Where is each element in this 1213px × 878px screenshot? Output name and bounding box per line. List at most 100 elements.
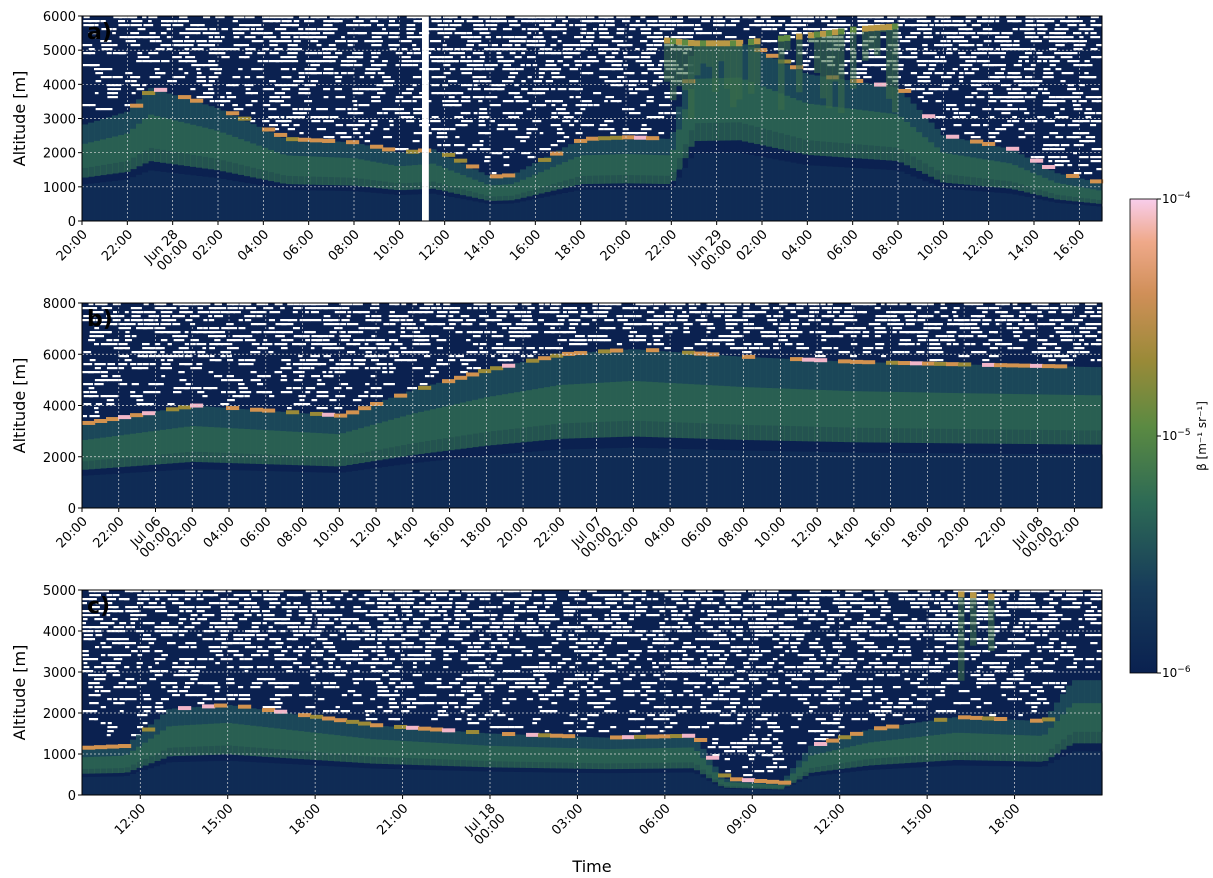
- y-tick-label: 5000: [43, 584, 76, 599]
- y-tick-label: 0: [68, 789, 76, 804]
- x-tick-label: 10:00: [311, 514, 348, 551]
- x-tick-label: 20:00: [54, 227, 91, 264]
- colorbar-tick-label: 10−6: [1162, 665, 1191, 680]
- x-tick-label: 18:00: [552, 227, 589, 264]
- x-tick-label: 04:00: [779, 227, 816, 264]
- x-tick-label: 16:00: [507, 227, 544, 264]
- x-tick-label: 18:00: [986, 801, 1023, 838]
- y-tick-label: 4000: [43, 625, 76, 640]
- x-tick-label: Jun 2800:00: [141, 227, 191, 277]
- y-tick-label: 0: [68, 502, 76, 517]
- x-tick-label: 22:00: [973, 514, 1010, 551]
- y-tick-label: 3000: [43, 666, 76, 681]
- x-tick-label: 20:00: [598, 227, 635, 264]
- x-tick-label: 14:00: [1006, 227, 1043, 264]
- colorbar: β [m⁻¹ sr⁻¹] 10−6 10−5 10−4: [1129, 191, 1209, 680]
- y-axis-label: Altitude [m]: [10, 358, 29, 454]
- x-tick-label: 09:00: [724, 801, 761, 838]
- x-tick-label: 20:00: [936, 514, 973, 551]
- colorbar-label: β [m⁻¹ sr⁻¹]: [1195, 401, 1209, 471]
- noise-field: [82, 590, 1107, 777]
- x-tick-label: 22:00: [532, 514, 569, 551]
- cloud-top-returns: [82, 591, 1056, 785]
- cloud-top-returns: [130, 23, 1104, 184]
- x-tick-label: 02:00: [190, 227, 227, 264]
- x-tick-label: 22:00: [99, 227, 136, 264]
- x-tick-label: 08:00: [715, 514, 752, 551]
- x-tick-label: 18:00: [458, 514, 495, 551]
- panel-label: a): [87, 20, 112, 45]
- panel-label: c): [87, 594, 110, 619]
- x-tick-label: 20:00: [54, 514, 91, 551]
- noise-field: [82, 303, 1108, 418]
- plot-frame: [81, 589, 1103, 796]
- y-tick-label: 5000: [43, 44, 76, 59]
- y-tick-label: 0: [68, 215, 76, 230]
- x-tick-label: 04:00: [235, 227, 272, 264]
- y-tick-label: 1000: [43, 181, 76, 196]
- y-tick-label: 2000: [43, 147, 76, 162]
- aerosol-layer: [82, 680, 1103, 795]
- x-tick-label: 02:00: [734, 227, 771, 264]
- data-gap: [422, 16, 429, 221]
- x-tick-label: 12:00: [960, 227, 997, 264]
- y-tick-label: 6000: [43, 348, 76, 363]
- x-tick-label: 18:00: [287, 801, 324, 838]
- plot-frame: [81, 15, 1103, 222]
- x-tick-label: 22:00: [643, 227, 680, 264]
- x-tick-label: 16:00: [1051, 227, 1088, 264]
- x-tick-label: 18:00: [899, 514, 936, 551]
- colorbar-tick-label: 10−4: [1162, 191, 1191, 206]
- x-axis-label: Time: [571, 857, 611, 876]
- x-tick-label: 06:00: [824, 227, 861, 264]
- y-tick-label: 3000: [43, 113, 76, 128]
- x-tick-label: 14:00: [826, 514, 863, 551]
- y-axis-label: Altitude [m]: [10, 645, 29, 741]
- y-tick-label: 4000: [43, 78, 76, 93]
- x-tick-label: 20:00: [495, 514, 532, 551]
- x-tick-label: 08:00: [274, 514, 311, 551]
- x-tick-label: 08:00: [326, 227, 363, 264]
- x-tick-label: 12:00: [416, 227, 453, 264]
- x-tick-label: 10:00: [371, 227, 408, 264]
- x-tick-label: 10:00: [915, 227, 952, 264]
- x-tick-label: 12:00: [811, 801, 848, 838]
- x-tick-label: 16:00: [421, 514, 458, 551]
- x-tick-label: 06:00: [238, 514, 275, 551]
- x-tick-label: 04:00: [201, 514, 238, 551]
- x-tick-label: 10:00: [752, 514, 789, 551]
- panel-label: b): [87, 307, 113, 332]
- cloud-top-returns: [82, 348, 1068, 425]
- x-tick-label: 15:00: [199, 801, 236, 838]
- y-tick-label: 2000: [43, 707, 76, 722]
- x-tick-label: 14:00: [385, 514, 422, 551]
- x-tick-label: 14:00: [462, 227, 499, 264]
- x-tick-label: 08:00: [870, 227, 907, 264]
- x-tick-label: Jul 1800:00: [462, 801, 509, 848]
- x-tick-label: 06:00: [637, 801, 674, 838]
- x-tick-label: 04:00: [642, 514, 679, 551]
- x-tick-label: 03:00: [549, 801, 586, 838]
- y-axis-label: Altitude [m]: [10, 71, 29, 167]
- panel-c: 12:00 15:00 18:00 21:00 Jul 1800:00 03:00 06:0…: [10, 584, 1107, 848]
- colorbar-tick-label: 10−5: [1162, 428, 1191, 443]
- y-tick-label: 4000: [43, 400, 76, 415]
- aerosol-layer: [82, 41, 1103, 221]
- colorbar-gradient: [1129, 198, 1158, 674]
- x-tick-label: 12:00: [348, 514, 385, 551]
- y-tick-label: 1000: [43, 748, 76, 763]
- x-tick-label: 21:00: [374, 801, 411, 838]
- x-tick-label: 16:00: [862, 514, 899, 551]
- x-tick-label: Jun 2900:00: [685, 227, 735, 277]
- y-tick-label: 8000: [43, 297, 76, 312]
- x-tick-label: 06:00: [679, 514, 716, 551]
- x-tick-label: 12:00: [789, 514, 826, 551]
- x-tick-label: 12:00: [112, 801, 149, 838]
- aerosol-layer: [82, 349, 1103, 508]
- y-tick-label: 6000: [43, 10, 76, 25]
- plot-frame: [81, 302, 1103, 509]
- x-tick-label: 22:00: [90, 514, 127, 551]
